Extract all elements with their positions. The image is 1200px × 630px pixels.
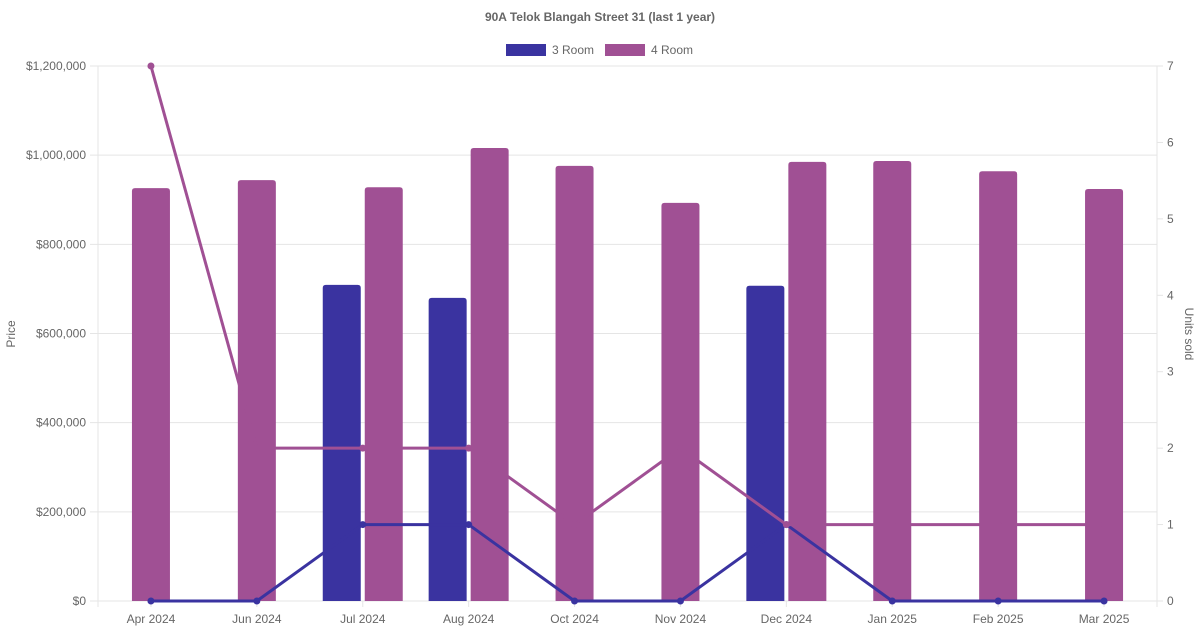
bar-4-room — [1085, 189, 1124, 602]
axes: $0 $200,000 $400,000 $600,000 $800,000 $1,000… — [26, 59, 1174, 626]
x-tick-label: Dec 2024 — [761, 612, 813, 626]
point-3-room — [571, 597, 579, 605]
point-3-room — [994, 597, 1002, 605]
x-tick-label: Oct 2024 — [550, 612, 599, 626]
x-tick-label: Feb 2025 — [973, 612, 1024, 626]
legend-item-4-room[interactable]: 4 Room — [605, 43, 693, 57]
y-axis-label: Price — [4, 320, 18, 348]
y-tick-label: $200,000 — [36, 505, 86, 519]
point-3-room — [465, 521, 473, 529]
y-tick-label: $800,000 — [36, 237, 86, 251]
y2-tick-label: 7 — [1167, 59, 1174, 73]
line-3-room — [150, 522, 1105, 603]
point-4-room — [676, 444, 684, 452]
bar-4-room — [470, 148, 509, 602]
y2-tick-label: 3 — [1167, 365, 1174, 379]
y-tick-label: $400,000 — [36, 416, 86, 430]
x-tick-label: Nov 2024 — [655, 612, 707, 626]
bar-4-room — [237, 180, 276, 601]
legend-item-3-room[interactable]: 3 Room — [506, 43, 594, 57]
legend-label: 3 Room — [552, 43, 594, 57]
bar-4-room — [555, 165, 594, 601]
point-4-room — [888, 521, 896, 529]
y2-axis-label: Units sold — [1182, 308, 1196, 361]
y2-tick-label: 4 — [1167, 288, 1174, 302]
point-3-room — [888, 597, 896, 605]
bar-4-room — [364, 187, 403, 601]
bar-4-room — [661, 202, 700, 601]
y2-tick-label: 0 — [1167, 594, 1174, 608]
point-4-room — [253, 444, 261, 452]
y2-tick-label: 6 — [1167, 135, 1174, 149]
bar-4-room — [788, 161, 827, 601]
x-tick-label: Aug 2024 — [443, 612, 495, 626]
legend-label: 4 Room — [651, 43, 693, 57]
lines — [147, 62, 1108, 605]
y2-tick-label: 2 — [1167, 441, 1174, 455]
point-4-room — [359, 444, 367, 452]
point-3-room — [147, 597, 155, 605]
x-tick-label: Jun 2024 — [232, 612, 282, 626]
y-tick-label: $1,200,000 — [26, 59, 86, 73]
bar-3-room — [746, 285, 785, 601]
point-3-room — [1100, 597, 1108, 605]
legend-swatch — [605, 44, 645, 56]
x-tick-label: Jul 2024 — [340, 612, 386, 626]
y2-tick-label: 5 — [1167, 212, 1174, 226]
x-tick-label: Jan 2025 — [868, 612, 918, 626]
bar-3-room — [322, 284, 361, 601]
point-3-room — [676, 597, 684, 605]
point-4-room — [1100, 521, 1108, 529]
bar-4-room — [979, 171, 1018, 601]
bar-4-room — [131, 188, 170, 602]
bars — [131, 148, 1124, 602]
point-4-room — [465, 444, 473, 452]
y2-tick-label: 1 — [1167, 518, 1174, 532]
point-4-room — [782, 521, 790, 529]
bar-4-room — [873, 160, 912, 601]
line-4-room — [149, 65, 1105, 527]
y-tick-label: $1,000,000 — [26, 148, 86, 162]
legend[interactable]: 3 Room 4 Room — [506, 43, 693, 57]
point-3-room — [253, 597, 261, 605]
chart-title: 90A Telok Blangah Street 31 (last 1 year… — [485, 10, 715, 24]
y-tick-label: $0 — [73, 594, 87, 608]
point-3-room — [359, 521, 367, 529]
legend-swatch — [506, 44, 546, 56]
point-4-room — [147, 62, 155, 70]
point-4-room — [571, 521, 579, 529]
point-4-room — [994, 521, 1002, 529]
x-tick-label: Mar 2025 — [1079, 612, 1130, 626]
y-tick-label: $600,000 — [36, 327, 86, 341]
x-tick-label: Apr 2024 — [127, 612, 176, 626]
